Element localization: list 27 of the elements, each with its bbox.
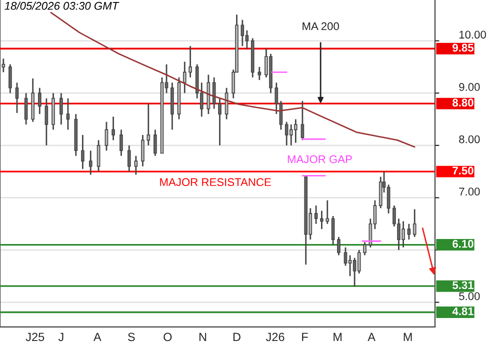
x-tick-label: O	[164, 332, 172, 342]
x-tick-label: F	[302, 332, 308, 342]
ref-line-label: 9.85	[452, 44, 474, 52]
ref-line-label: 8.80	[452, 98, 474, 107]
annotation: 18/05/2026 03:30 GMT	[4, 2, 120, 10]
ref-line-label: 5.31	[452, 281, 474, 290]
ref-line-label: 4.81	[452, 307, 474, 316]
y-tick-label: 5.00	[459, 292, 480, 300]
annotation: MA 200	[302, 22, 339, 30]
annotation: MAJOR RESISTANCE	[160, 178, 271, 186]
x-tick-label: M	[334, 332, 342, 342]
y-tick-label: 10.00	[459, 30, 486, 39]
x-tick-label: S	[128, 332, 135, 342]
x-tick-label: M	[404, 332, 412, 342]
x-tick-label: D	[233, 332, 240, 342]
x-tick-label: N	[199, 332, 206, 342]
y-tick-label: 7.00	[459, 188, 480, 196]
x-tick-label: J	[58, 332, 64, 342]
y-tick-label: 9.00	[459, 83, 480, 91]
y-tick-label: 8.00	[459, 135, 480, 144]
x-tick-label: J25	[26, 332, 44, 342]
ref-line-label: 6.10	[452, 240, 474, 248]
x-tick-label: A	[94, 332, 102, 342]
ref-line-label: 7.50	[452, 166, 474, 175]
x-tick-label: A	[368, 332, 376, 342]
x-tick-label: J26	[266, 332, 284, 342]
annotation: MAJOR GAP	[288, 155, 352, 164]
